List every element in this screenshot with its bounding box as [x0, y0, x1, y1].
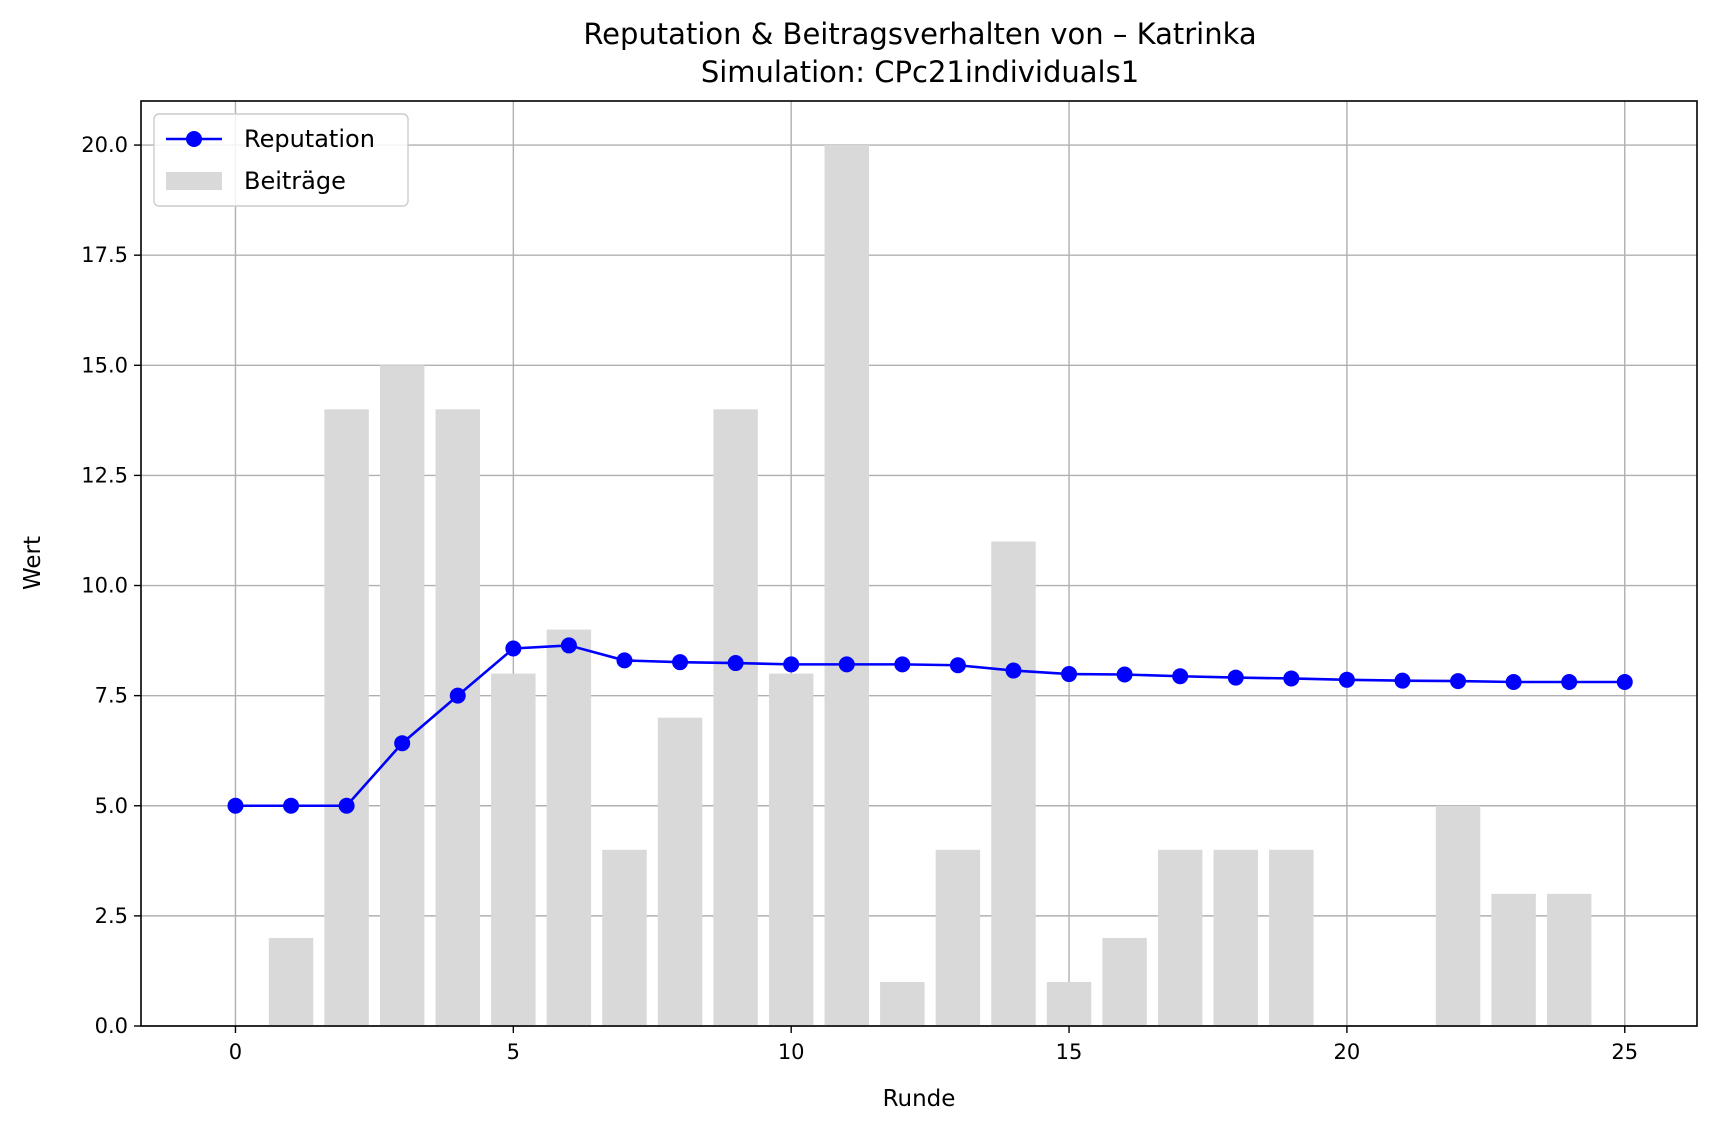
bar-beitrag — [1157, 849, 1203, 1026]
y-tick-label: 5.0 — [95, 794, 128, 818]
x-tick-label: 5 — [507, 1040, 520, 1064]
y-tick-label: 0.0 — [95, 1014, 128, 1038]
legend-entry-beitraege: Beiträge — [244, 167, 346, 195]
bar-beitrag — [935, 849, 981, 1026]
reputation-point — [1394, 672, 1411, 689]
reputation-point — [1061, 666, 1078, 683]
y-tick-label: 15.0 — [81, 353, 128, 377]
reputation-point — [394, 735, 411, 752]
bar-beitrag — [491, 673, 536, 1026]
bar-beitrag — [880, 981, 925, 1026]
reputation-line-group — [227, 637, 1633, 814]
reputation-point — [894, 656, 911, 673]
x-axis-label: Runde — [883, 1086, 956, 1112]
reputation-point — [727, 655, 744, 672]
reputation-point — [1505, 673, 1522, 690]
legend-marker-swatch — [186, 131, 202, 147]
y-axis-label: Wert — [20, 536, 46, 590]
bar-beitrag — [435, 409, 480, 1026]
reputation-point — [338, 797, 355, 814]
bar-beitrag — [379, 365, 425, 1026]
y-tick-label: 20.0 — [81, 133, 128, 157]
legend-bar-swatch — [166, 172, 222, 190]
x-tick-label: 15 — [1056, 1040, 1083, 1064]
reputation-point — [1283, 670, 1300, 687]
reputation-point — [1561, 673, 1578, 690]
bar-beitrag — [713, 409, 758, 1026]
chart-subtitle: Simulation: CPc21individuals1 — [701, 55, 1139, 89]
reputation-point — [1005, 662, 1022, 679]
bar-beitrag — [1102, 937, 1147, 1026]
x-axis: 0 5 10 15 20 25 — [229, 1026, 1638, 1064]
bar-beitrag — [1269, 849, 1314, 1026]
y-axis: 0.0 2.5 5.0 7.5 10.0 12.5 15.0 17.5 20.0 — [81, 133, 141, 1038]
bar-beitrag — [824, 145, 869, 1027]
reputation-point — [1116, 666, 1133, 683]
x-tick-label: 25 — [1611, 1040, 1638, 1064]
reputation-point — [1616, 673, 1633, 690]
bar-beitrag — [602, 849, 647, 1026]
bar-beitrag — [1546, 893, 1592, 1026]
y-tick-label: 2.5 — [95, 904, 128, 928]
bar-beitrag — [1435, 805, 1481, 1026]
reputation-point — [1338, 671, 1355, 688]
reputation-point — [505, 640, 522, 657]
plot-frame — [140, 100, 1698, 1027]
reputation-point — [949, 657, 966, 674]
y-tick-label: 12.5 — [81, 463, 128, 487]
reputation-point — [1172, 668, 1189, 685]
x-tick-label: 0 — [229, 1040, 242, 1064]
reputation-point — [560, 637, 577, 654]
reputation-point — [783, 656, 800, 673]
reputation-point — [283, 797, 300, 814]
bar-beitrag — [657, 717, 703, 1026]
reputation-point — [449, 687, 466, 704]
reputation-point — [838, 656, 855, 673]
y-tick-label: 7.5 — [95, 684, 128, 708]
legend: Reputation Beiträge — [153, 113, 409, 207]
bar-beitrag — [768, 673, 814, 1026]
reputation-point — [227, 797, 244, 814]
reputation-point — [1450, 673, 1467, 690]
reputation-point — [1227, 669, 1244, 686]
bar-beitrag — [324, 409, 369, 1026]
y-tick-label: 17.5 — [81, 243, 128, 267]
reputation-point — [616, 652, 633, 669]
bar-beitrag — [1213, 849, 1258, 1026]
bar-beitrag — [1046, 981, 1092, 1026]
bars — [268, 145, 1592, 1027]
legend-entry-reputation: Reputation — [244, 125, 375, 153]
bar-beitrag — [991, 541, 1036, 1026]
y-tick-label: 10.0 — [81, 574, 128, 598]
reputation-line — [235, 644, 1625, 808]
bar-beitrag — [546, 629, 592, 1026]
bar-beitrag — [1491, 893, 1536, 1026]
x-tick-label: 20 — [1334, 1040, 1361, 1064]
chart-title: Reputation & Beitragsverhalten von – Kat… — [583, 17, 1256, 51]
x-tick-label: 10 — [778, 1040, 805, 1064]
reputation-point — [672, 654, 689, 671]
bar-beitrag — [268, 937, 314, 1026]
